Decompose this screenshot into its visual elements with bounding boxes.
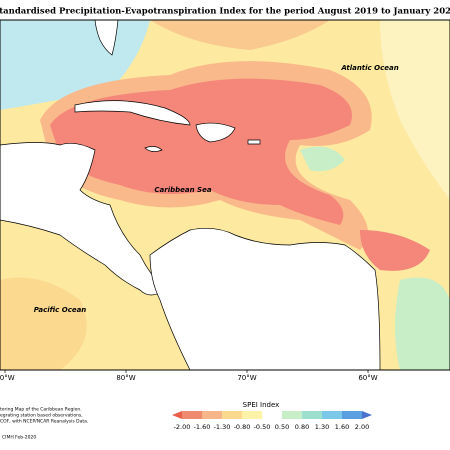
wet-area: [395, 277, 450, 370]
puerto-rico: [247, 139, 261, 145]
ocean-label: Atlantic Ocean: [340, 64, 398, 72]
legend-bin: [202, 411, 222, 419]
legend-bin: [302, 411, 322, 419]
credit: CIMH Feb-2020: [2, 435, 36, 441]
central-america: [0, 142, 166, 296]
legend-tick-label: 0.80: [295, 423, 309, 431]
legend-bin: [262, 411, 282, 419]
lon-label: 60°W: [358, 374, 377, 382]
legend-tick-label: -0.80: [234, 423, 251, 431]
legend-tick-label: -1.30: [214, 423, 231, 431]
very-dry-area: [50, 78, 352, 225]
ocean-label: Caribbean Sea: [154, 186, 211, 194]
jamaica: [144, 146, 163, 152]
wet-area: [300, 146, 345, 172]
lon-label: 90°W: [0, 374, 15, 382]
legend-bin: [282, 411, 302, 419]
florida: [94, 19, 119, 56]
footnote: toring Map of the Caribbean Region.: [0, 407, 82, 413]
legend-triangle: [362, 411, 372, 419]
legend-tick-label: -2.00: [174, 423, 191, 431]
legend-title: SPEI Index: [243, 401, 280, 409]
footnote: COF, with NCEP/NCAR Reanalysis Data.: [0, 419, 88, 425]
legend-tick-label: -0.50: [254, 423, 271, 431]
very-dry-area: [360, 230, 430, 271]
title: Standardised Precipitation-Evapotranspir…: [0, 7, 450, 17]
legend-bin: [322, 411, 342, 419]
neutral-area: [380, 20, 450, 200]
legend-tick-label: 0.50: [275, 423, 289, 431]
ocean-label: Pacific Ocean: [34, 306, 87, 314]
legend-triangle: [172, 411, 182, 419]
legend-bin: [222, 411, 242, 419]
footnote: egrating station based observations,: [0, 413, 83, 419]
dry-area: [0, 277, 87, 370]
legend-tick-label: 1.30: [315, 423, 329, 431]
legend-tick-label: 1.60: [335, 423, 349, 431]
lon-label: 70°W: [237, 374, 256, 382]
cuba: [74, 100, 191, 126]
legend-bin: [242, 411, 262, 419]
legend-bin: [342, 411, 362, 419]
legend-tick-label: -1.60: [194, 423, 211, 431]
legend-tick-label: 2.00: [355, 423, 369, 431]
map: [0, 19, 450, 371]
south-america: [149, 228, 381, 371]
hispaniola: [195, 122, 236, 143]
legend-bin: [182, 411, 202, 419]
dry-area: [150, 20, 330, 50]
lon-label: 80°W: [116, 374, 135, 382]
map-frame: [0, 19, 450, 371]
